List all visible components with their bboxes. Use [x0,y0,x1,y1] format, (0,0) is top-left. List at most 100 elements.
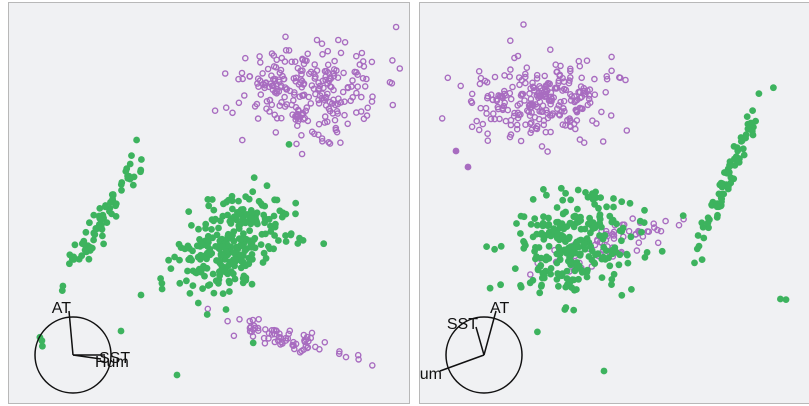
right-green-point [562,304,570,311]
left-green-point [251,244,259,252]
right-purple-point [576,136,584,143]
scatter-panel-right: AT SST Hum [419,2,809,404]
right-green-point [583,273,591,281]
left-purple-point [344,84,352,92]
left-purple-point [221,70,229,77]
right-green-point [547,270,554,278]
left-purple-point [330,70,338,77]
left-green-point [226,279,233,287]
left-green-point [225,196,232,204]
right-green-point [559,233,567,240]
right-green-point [534,328,541,336]
left-purple-point [303,333,311,341]
right-green-point [694,232,702,239]
left-green-point [224,262,232,270]
left-green-point [126,160,134,168]
left-green-point [260,249,268,257]
right-green-point [534,265,542,273]
right-green-point [600,243,608,251]
right-green-point [740,151,748,159]
left-purple-point [311,75,319,82]
left-purple-point [336,348,343,355]
right-purple-point [526,112,534,119]
left-purple-point [331,116,339,124]
left-purple-point [235,99,243,107]
right-green-point [553,234,561,242]
right-green-point [619,224,627,232]
right-purple-point [535,94,542,102]
right-green-point [755,90,763,97]
right-purple-point [538,143,546,150]
left-green-point [202,225,209,232]
right-purple-point [546,80,553,87]
left-purple-point [316,345,323,353]
left-green-point [260,211,268,219]
right-purple-point [528,119,535,126]
right-purple-point [657,227,665,235]
left-green-point [229,249,237,256]
right-green-point [540,236,548,243]
right-purple-point [513,125,521,133]
right-purple-point [484,137,492,144]
left-green-point [247,220,255,228]
left-purple-point [313,36,321,44]
left-green-point [240,272,248,280]
right-purple-point [540,117,548,124]
right-green-point [721,169,728,176]
left-purple-point [315,100,323,107]
left-purple-point [256,53,263,60]
left-purple-point [239,75,246,83]
left-purple-point [273,56,281,64]
right-green-point [734,155,742,163]
left-green-point [217,252,225,259]
right-green-point [726,162,734,170]
right-green-point [511,265,519,272]
left-purple-point [254,324,262,332]
left-purple-point [277,334,284,341]
right-green-point [595,204,602,212]
left-purple-point [235,75,242,83]
left-purple-point [293,140,300,148]
left-purple-point [353,69,360,76]
left-purple-point [396,65,404,72]
left-purple-point [326,98,334,106]
left-purple-point [247,323,255,330]
left-purple-point [316,92,324,99]
left-green-point [188,222,195,229]
right-green-point [538,281,545,289]
right-purple-point [444,74,452,82]
right-green-point [679,212,687,220]
left-green-point [185,208,193,216]
right-purple-point [483,79,491,86]
right-green-point [556,250,564,258]
left-purple-point [310,130,318,138]
right-green-point [713,203,721,211]
left-purple-point [341,111,348,119]
right-green-point [573,238,581,246]
right-purple-point [561,108,568,115]
left-purple-point [352,109,360,116]
left-green-point [229,270,237,278]
right-green-point [641,206,648,214]
left-purple-point [337,139,344,146]
left-axis-label-sst: SST [99,350,130,367]
right-green-point [752,117,759,125]
right-green-point [577,225,585,233]
left-green-point [224,241,232,249]
right-green-point [520,238,527,245]
left-green-point [92,225,100,232]
right-green-point [562,189,569,197]
right-green-point [638,228,645,236]
left-purple-point [334,74,342,81]
left-purple-point [261,339,269,347]
right-green-point [714,211,721,219]
right-purple-point [523,64,531,71]
right-green-point [739,145,747,153]
right-green-point [526,279,534,287]
right-green-point [610,270,618,278]
right-green-point [567,219,575,227]
left-purple-point [339,88,347,96]
right-green-point [571,244,578,251]
left-green-point [186,254,194,262]
left-green-point [226,288,233,295]
